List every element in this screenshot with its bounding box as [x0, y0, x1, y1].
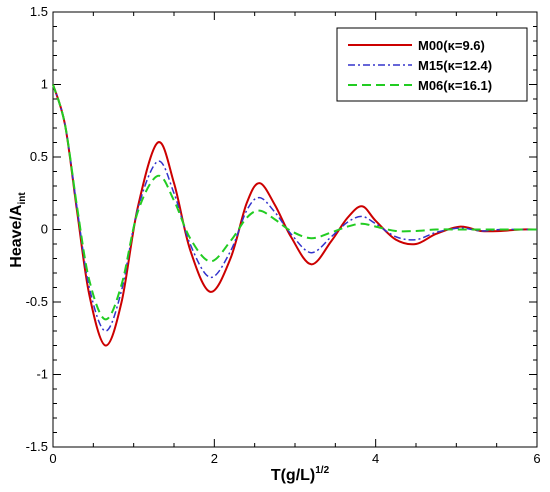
- y-axis-label-main: Heave/A: [8, 204, 25, 268]
- x-tick-label: 6: [533, 451, 540, 466]
- x-axis-label: T(g/L)1/2: [271, 465, 330, 484]
- legend-label-m06: M06(κ=16.1): [418, 78, 492, 93]
- legend: M00(κ=9.6) M15(κ=12.4) M06(κ=16.1): [336, 27, 528, 102]
- y-tick-label: -1.5: [26, 439, 48, 454]
- tick-labels: 0 2 4 6 -1.5 -1 -0.5 0 0.5 1 1.5: [26, 4, 541, 466]
- x-axis-label-sup: 1/2: [315, 465, 329, 476]
- y-axis-label-sub: int: [17, 192, 28, 205]
- y-tick-label: -0.5: [26, 294, 48, 309]
- series-line-1: [52, 84, 537, 332]
- series-lines: [52, 84, 538, 347]
- series-line-2: [52, 84, 537, 321]
- y-tick-label: 1: [41, 77, 48, 92]
- legend-label-m00: M00(κ=9.6): [418, 38, 485, 53]
- x-tick-label: 2: [211, 451, 218, 466]
- y-axis-label: Heave/Aint: [8, 192, 28, 268]
- y-tick-label: -1: [36, 367, 48, 382]
- y-tick-label: 0.5: [30, 149, 48, 164]
- y-tick-label: 1.5: [30, 4, 48, 19]
- x-tick-label: 4: [372, 451, 379, 466]
- axis-ticks: [52, 11, 538, 448]
- legend-label-m15: M15(κ=12.4): [418, 58, 492, 73]
- x-axis-label-main: T(g/L): [271, 467, 315, 484]
- x-tick-label: 0: [49, 451, 56, 466]
- y-tick-label: 0: [41, 222, 48, 237]
- series-line-0: [52, 84, 538, 347]
